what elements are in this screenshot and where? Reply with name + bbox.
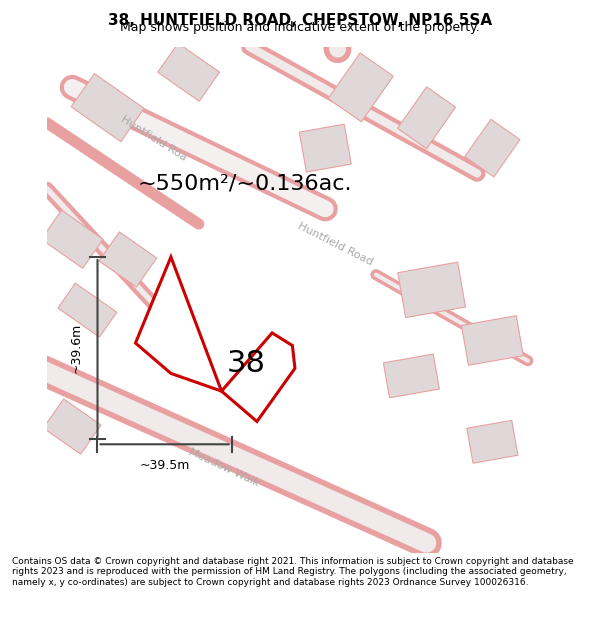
Polygon shape <box>299 124 351 172</box>
Text: Huntfield Road: Huntfield Road <box>296 221 374 268</box>
Text: 38: 38 <box>227 349 266 378</box>
Text: ~39.5m: ~39.5m <box>139 459 190 472</box>
Polygon shape <box>99 232 157 287</box>
Polygon shape <box>398 87 455 149</box>
Polygon shape <box>465 119 520 177</box>
Polygon shape <box>71 74 144 142</box>
Polygon shape <box>58 283 117 337</box>
Polygon shape <box>461 316 523 365</box>
Text: ~550m²/~0.136ac.: ~550m²/~0.136ac. <box>138 174 353 194</box>
Polygon shape <box>383 354 439 398</box>
Polygon shape <box>398 262 466 318</box>
Text: Huntfield Roa: Huntfield Roa <box>118 114 188 162</box>
Polygon shape <box>158 43 220 101</box>
Text: Meadow Walk: Meadow Walk <box>187 446 261 488</box>
Polygon shape <box>328 53 394 122</box>
Text: Contains OS data © Crown copyright and database right 2021. This information is : Contains OS data © Crown copyright and d… <box>12 557 574 586</box>
Polygon shape <box>136 257 295 421</box>
Text: ~39.6m: ~39.6m <box>70 323 82 373</box>
Text: 38, HUNTFIELD ROAD, CHEPSTOW, NP16 5SA: 38, HUNTFIELD ROAD, CHEPSTOW, NP16 5SA <box>108 13 492 28</box>
Polygon shape <box>43 399 101 454</box>
Polygon shape <box>41 210 103 268</box>
Polygon shape <box>467 421 518 463</box>
Text: Map shows position and indicative extent of the property.: Map shows position and indicative extent… <box>120 21 480 34</box>
